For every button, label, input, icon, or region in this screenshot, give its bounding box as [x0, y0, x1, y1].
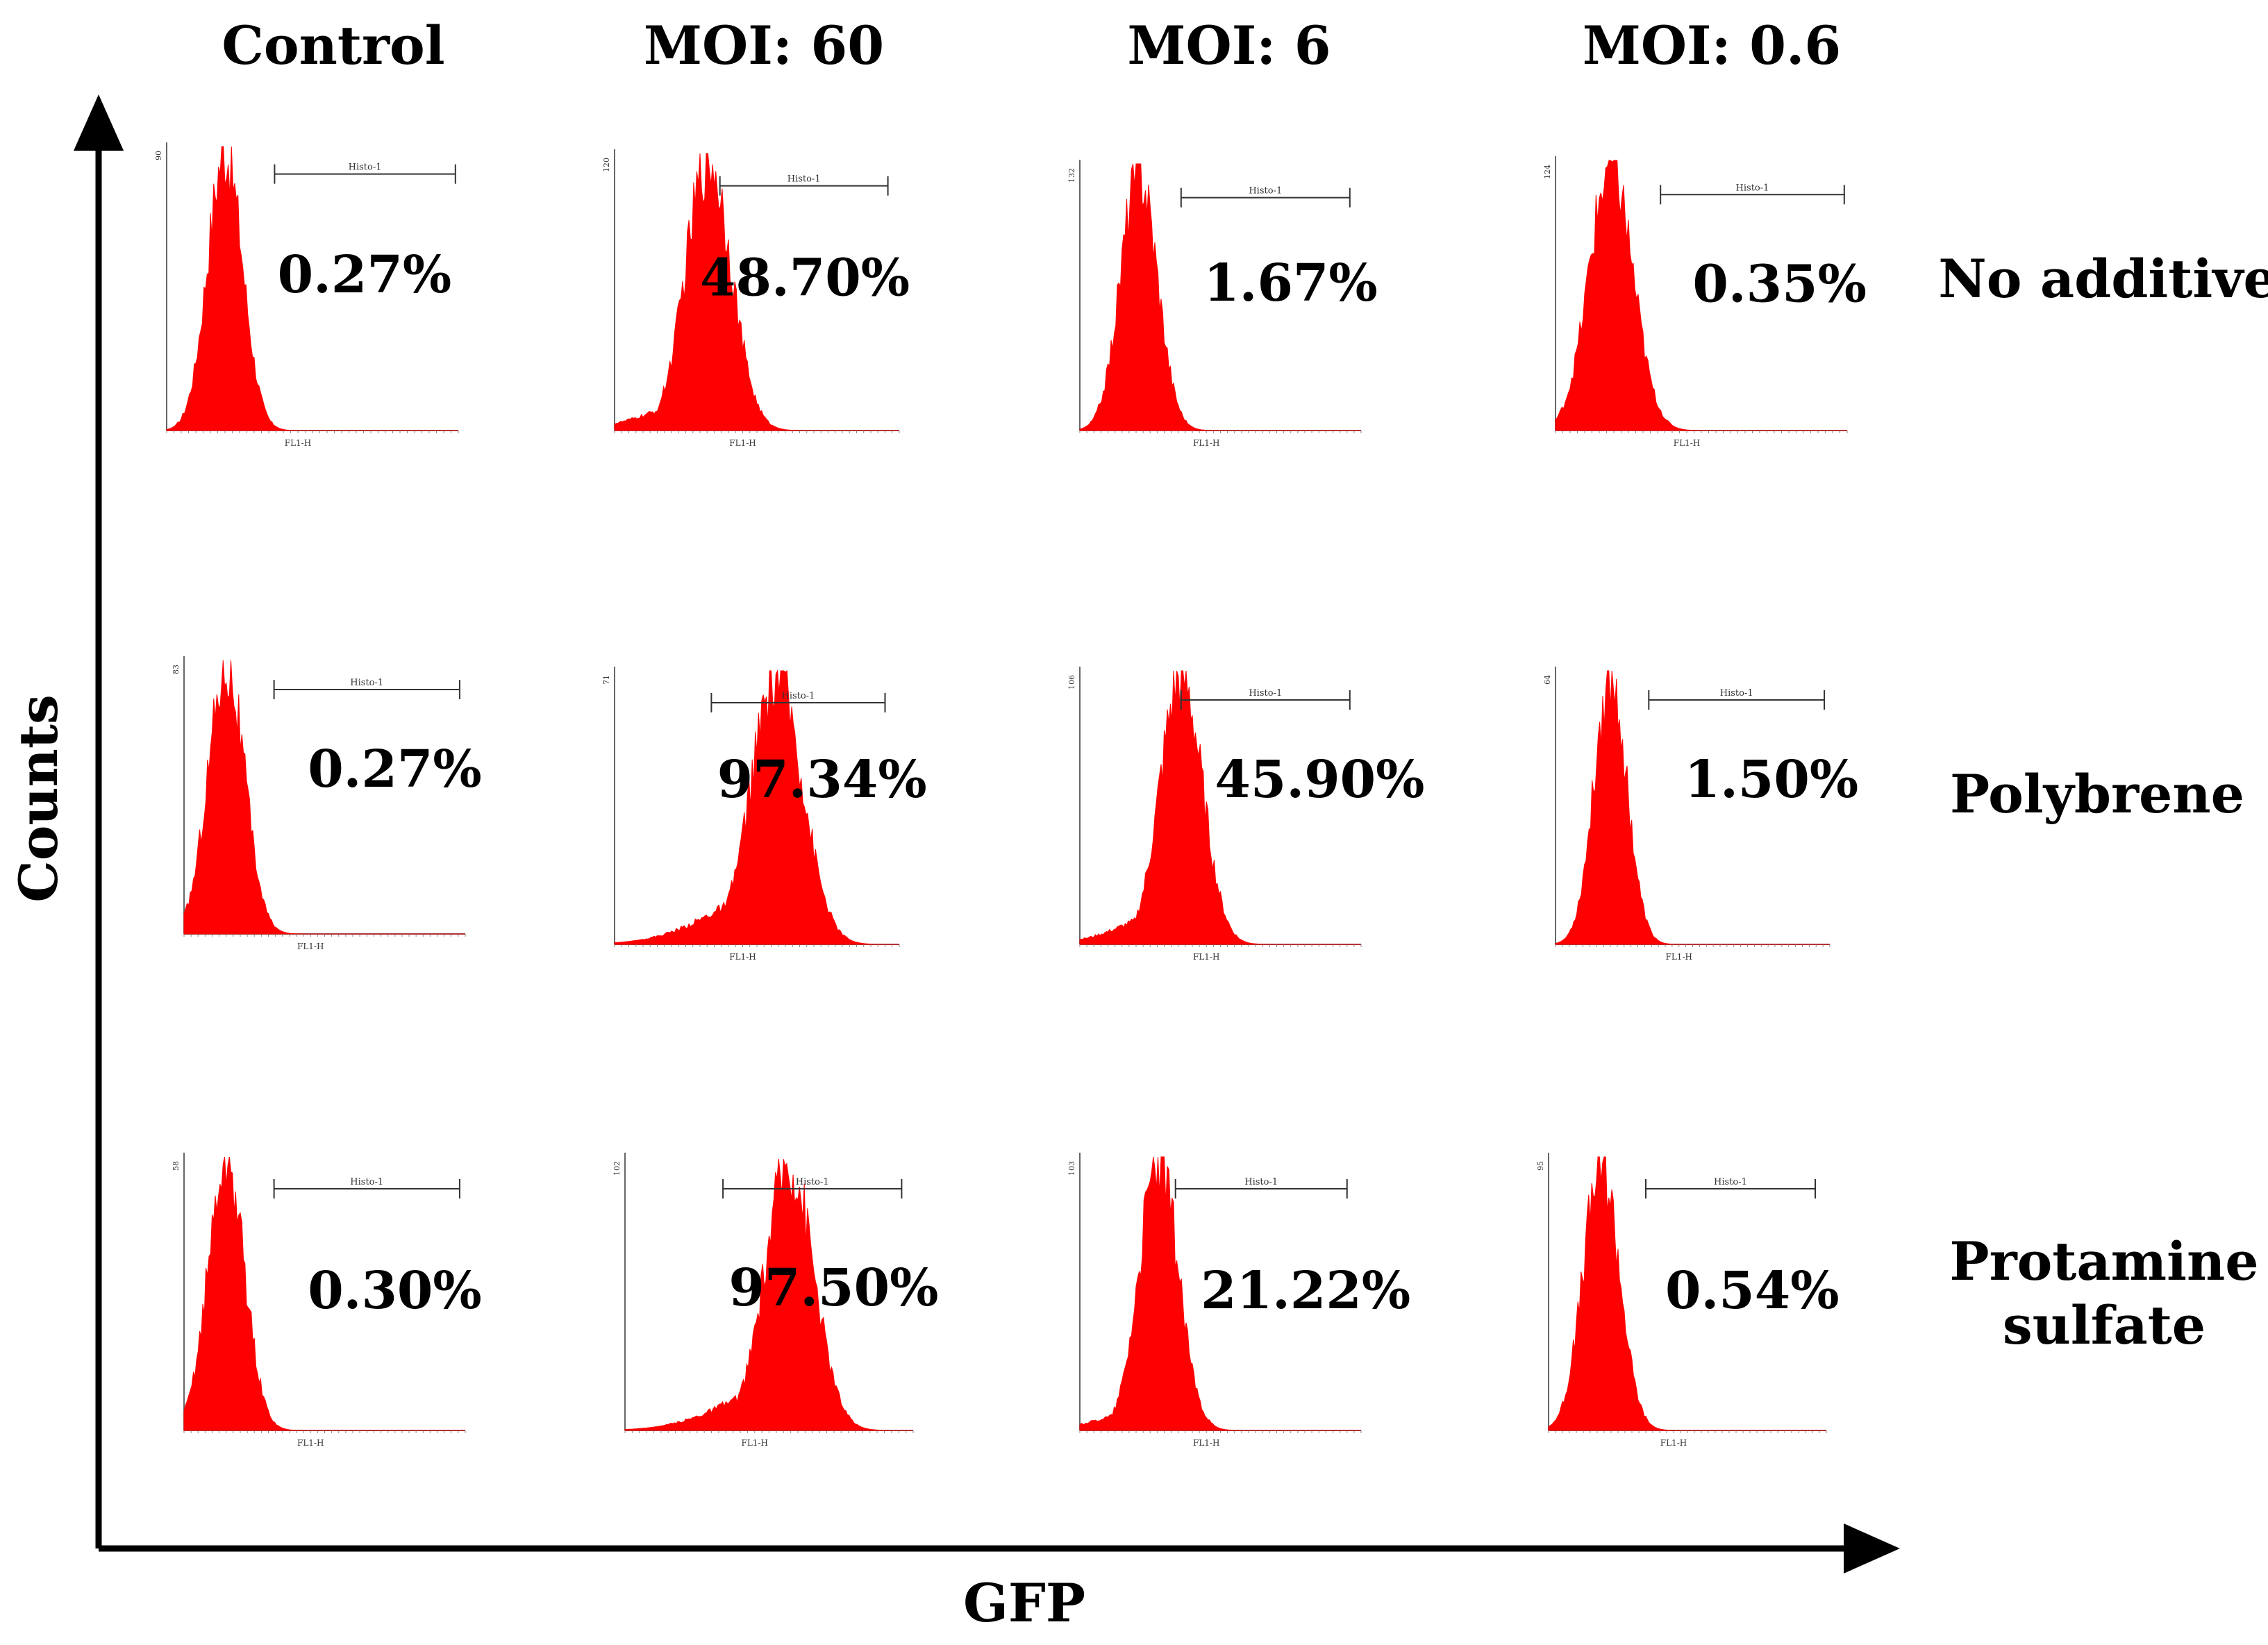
- row-label-protamine-line1: Protamine: [1949, 1230, 2258, 1292]
- panel-ymax-label: 64: [1543, 675, 1552, 685]
- gated-percent-label: 21.22%: [1201, 1261, 1410, 1321]
- gated-percent-label: 0.30%: [308, 1261, 482, 1321]
- gated-percent-label: 1.67%: [1203, 253, 1378, 313]
- panel-x-channel-label: FL1-H: [285, 438, 311, 448]
- panel-ymax-label: 120: [602, 158, 611, 172]
- row-label-polybrene: Polybrene: [1950, 763, 2244, 825]
- histogram-panel: 83 FL1-H Histo-1 0.27%: [172, 656, 482, 951]
- histogram-bars: [1079, 1156, 1361, 1431]
- histogram-panel: 64 FL1-H Histo-1 1.50%: [1543, 667, 1858, 962]
- row-label-no-additive: No additive: [1938, 248, 2268, 310]
- gate-label: Histo-1: [796, 1177, 829, 1187]
- gate-label: Histo-1: [1249, 186, 1282, 197]
- gated-percent-label: 1.50%: [1685, 750, 1859, 810]
- panel-x-channel-label: FL1-H: [1193, 438, 1219, 448]
- panel-ymax-label: 90: [154, 151, 163, 160]
- histogram-panel: 102 FL1-H Histo-1 97.50%: [612, 1153, 938, 1448]
- histogram-panel: 90 FL1-H Histo-1 0.27%: [154, 142, 459, 448]
- gated-percent-label: 0.27%: [278, 245, 452, 305]
- histogram-panel: 106 FL1-H Histo-1 45.90%: [1067, 667, 1424, 962]
- histogram-bars: [183, 1156, 465, 1431]
- histogram-bars: [1079, 163, 1361, 431]
- panel-x-channel-label: FL1-H: [742, 1438, 768, 1448]
- histogram-bars: [624, 1158, 913, 1431]
- gate-label: Histo-1: [787, 174, 821, 185]
- histogram-bars: [166, 146, 458, 431]
- gated-percent-label: 45.90%: [1215, 750, 1424, 810]
- gated-percent-label: 97.34%: [717, 750, 927, 810]
- histogram-panel: 132 FL1-H Histo-1 1.67%: [1067, 160, 1378, 448]
- panel-x-channel-label: FL1-H: [1666, 952, 1692, 962]
- histogram-bars: [183, 660, 465, 935]
- panel-x-channel-label: FL1-H: [1660, 1438, 1687, 1448]
- gate-label: Histo-1: [350, 678, 383, 688]
- column-label-control: Control: [222, 15, 444, 76]
- gate-label: Histo-1: [1736, 183, 1769, 193]
- gate-label: Histo-1: [1720, 688, 1753, 699]
- gate-label: Histo-1: [1244, 1177, 1278, 1187]
- panel-ymax-label: 103: [1067, 1161, 1076, 1176]
- panel-x-channel-label: FL1-H: [729, 438, 756, 448]
- histogram-panel: 71 FL1-H Histo-1 97.34%: [602, 667, 927, 962]
- panel-ymax-label: 102: [612, 1161, 622, 1176]
- gated-percent-label: 48.70%: [700, 249, 910, 308]
- panel-x-channel-label: FL1-H: [297, 942, 324, 951]
- x-axis-title: GFP: [963, 1572, 1085, 1634]
- panel-ymax-label: 124: [1543, 165, 1552, 179]
- histogram-panel: 124 FL1-H Histo-1 0.35%: [1543, 156, 1867, 448]
- column-label-moi-60: MOI: 60: [644, 15, 884, 76]
- gated-percent-label: 97.50%: [728, 1258, 938, 1318]
- gated-percent-label: 0.54%: [1665, 1261, 1840, 1321]
- panel-ymax-label: 132: [1067, 168, 1076, 183]
- row-label-protamine-line2: sulfate: [2003, 1294, 2206, 1356]
- panel-ymax-label: 71: [602, 675, 611, 685]
- column-label-moi-0-6: MOI: 0.6: [1583, 15, 1842, 76]
- gate-label: Histo-1: [782, 691, 815, 701]
- column-label-moi-6: MOI: 6: [1127, 15, 1331, 76]
- histogram-panel: 120 FL1-H Histo-1 48.70%: [602, 149, 910, 448]
- y-axis-title: Counts: [8, 694, 69, 903]
- panel-ymax-label: 106: [1067, 675, 1076, 690]
- panel-ymax-label: 58: [172, 1161, 181, 1171]
- panel-x-channel-label: FL1-H: [729, 952, 756, 962]
- histogram-panels: 90 FL1-H Histo-1 0.27% 120 FL1-H Histo-1 48.70%…: [154, 142, 1867, 1448]
- histogram-bars: [1548, 1156, 1826, 1431]
- gated-percent-label: 0.27%: [308, 740, 482, 799]
- histogram-bars: [1555, 670, 1830, 945]
- panel-x-channel-label: FL1-H: [297, 1438, 324, 1448]
- gate-label: Histo-1: [1714, 1177, 1747, 1187]
- histogram-panel: 95 FL1-H Histo-1 0.54%: [1536, 1153, 1840, 1448]
- histogram-bars: [1079, 670, 1361, 945]
- gate-label: Histo-1: [350, 1177, 383, 1187]
- panel-x-channel-label: FL1-H: [1674, 438, 1700, 448]
- panel-x-channel-label: FL1-H: [1193, 1438, 1219, 1448]
- histogram-bars: [1555, 160, 1847, 431]
- gate-label: Histo-1: [349, 162, 382, 173]
- histogram-panel: 58 FL1-H Histo-1 0.30%: [172, 1153, 482, 1448]
- gate-label: Histo-1: [1249, 688, 1282, 699]
- histogram-bars: [614, 153, 899, 431]
- histogram-panel: 103 FL1-H Histo-1 21.22%: [1067, 1153, 1410, 1448]
- histogram-bars: [614, 669, 899, 945]
- gated-percent-label: 0.35%: [1692, 254, 1867, 314]
- panel-x-channel-label: FL1-H: [1193, 952, 1219, 962]
- panel-ymax-label: 95: [1536, 1161, 1545, 1171]
- panel-ymax-label: 83: [172, 665, 181, 674]
